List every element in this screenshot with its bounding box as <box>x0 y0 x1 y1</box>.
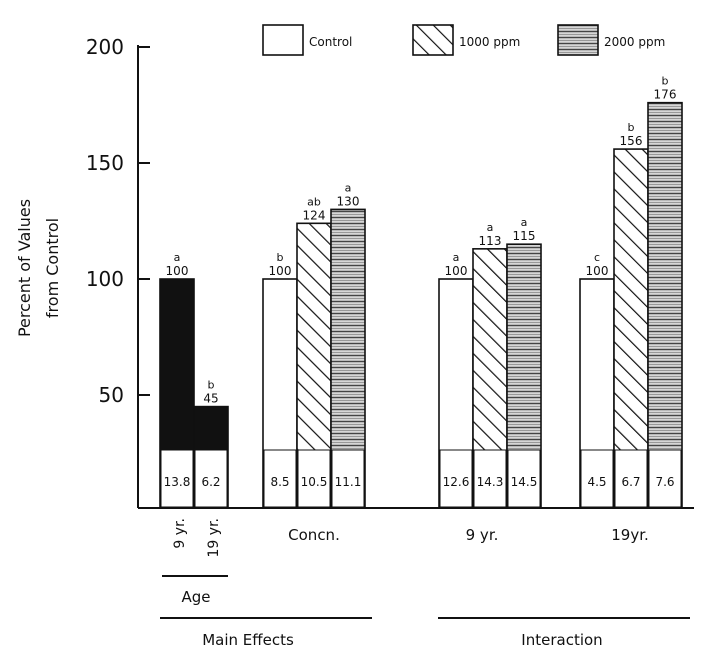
bar-19yr-ppm2000-2-inner-box <box>648 449 682 508</box>
y-tick-200: 200 <box>86 35 124 59</box>
bar-concn-control-0-value-label: 100 <box>269 264 292 278</box>
age-sublabel-19yr: 19 yr. <box>206 518 222 557</box>
bar-9yr-ppm1000-1-value-label: 113 <box>479 234 502 248</box>
bar-9yr-ppm2000-2-letter: a <box>521 216 528 229</box>
bars: 13.8100a6.245b8.5100b10.5124ab11.1130a12… <box>159 75 683 509</box>
legend-swatch-control <box>262 24 304 56</box>
bar-age-age-0-value-label: 100 <box>166 264 189 278</box>
bar-concn-control-0-letter: b <box>277 251 284 264</box>
bar-concn-ppm1000-1-letter: ab <box>307 195 321 208</box>
bar-9yr-ppm1000-1-inner-box <box>473 449 507 508</box>
bar-concn-control-0-inner-box <box>263 449 297 508</box>
bar-19yr-ppm1000-1 <box>613 148 649 509</box>
bar-19yr-ppm1000-1-value-label: 156 <box>620 134 643 148</box>
bar-age-age-1-inner-box <box>194 449 228 508</box>
legend-label-2000ppm: 2000 ppm <box>604 35 665 49</box>
bar-19yr-ppm2000-2-value-label: 176 <box>654 88 677 102</box>
bar-9yr-control-0-inner-label: 12.6 <box>443 475 470 489</box>
legend-swatch-1000ppm <box>412 24 454 56</box>
age-sublabel-9yr: 9 yr. <box>172 518 188 549</box>
bar-age-age-0-inner-box <box>160 449 194 508</box>
bar-concn-control-0-inner-label: 8.5 <box>270 475 289 489</box>
bar-19yr-control-0-inner-label: 4.5 <box>587 475 606 489</box>
group-label-concn: Concn. <box>288 526 340 544</box>
bar-9yr-ppm2000-2-inner-box <box>507 449 541 508</box>
bar-19yr-control-0-inner-box <box>580 449 614 508</box>
bar-concn-ppm1000-1-inner-label: 10.5 <box>301 475 328 489</box>
bar-19yr-control-0-letter: c <box>594 251 600 264</box>
bar-9yr-control-0-value-label: 100 <box>445 264 468 278</box>
bar-19yr-ppm1000-1-letter: b <box>628 121 635 134</box>
legend: Control 1000 ppm 2000 ppm <box>262 24 665 56</box>
group-label-19yr: 19yr. <box>611 526 649 544</box>
bar-9yr-control-0-letter: a <box>453 251 460 264</box>
bar-age-age-0-letter: a <box>174 251 181 264</box>
bar-concn-ppm1000-1-value-label: 124 <box>303 208 326 222</box>
bar-19yr-ppm2000-2 <box>647 101 683 509</box>
bar-9yr-ppm2000-2-value-label: 115 <box>513 229 536 243</box>
bar-concn-ppm2000-2-inner-box <box>331 449 365 508</box>
y-tick-150: 150 <box>86 151 124 175</box>
bar-19yr-ppm1000-1-inner-label: 6.7 <box>621 475 640 489</box>
bar-concn-ppm2000-2-value-label: 130 <box>337 194 360 208</box>
bar-age-age-0-inner-label: 13.8 <box>164 475 191 489</box>
bar-age-age-1-letter: b <box>208 379 215 392</box>
group-label-9yr: 9 yr. <box>466 526 499 544</box>
main-effects-label: Main Effects <box>202 631 294 649</box>
bar-concn-ppm2000-2-letter: a <box>345 181 352 194</box>
bar-9yr-ppm2000-2-inner-label: 14.5 <box>511 475 538 489</box>
interaction-label: Interaction <box>521 631 602 649</box>
bar-9yr-ppm1000-1-letter: a <box>487 221 494 234</box>
bar-19yr-ppm2000-2-letter: b <box>662 75 669 88</box>
bar-19yr-control-0-value-label: 100 <box>586 264 609 278</box>
bar-19yr-ppm2000-2-inner-label: 7.6 <box>655 475 674 489</box>
bar-age-age-1-value-label: 45 <box>203 392 218 406</box>
bar-9yr-ppm1000-1-inner-label: 14.3 <box>477 475 504 489</box>
bar-age-age-1-inner-label: 6.2 <box>201 475 220 489</box>
bar-concn-ppm2000-2-inner-label: 11.1 <box>335 475 362 489</box>
age-label: Age <box>181 588 210 606</box>
legend-label-1000ppm: 1000 ppm <box>459 35 520 49</box>
bar-19yr-ppm1000-1-inner-box <box>614 449 648 508</box>
y-tick-50: 50 <box>99 383 124 407</box>
bar-concn-ppm1000-1-inner-box <box>297 449 331 508</box>
legend-swatch-2000ppm <box>557 24 599 56</box>
y-tick-100: 100 <box>86 267 124 291</box>
y-axis-label-line1: Percent of Values <box>15 199 34 337</box>
bar-9yr-control-0-inner-box <box>439 449 473 508</box>
y-axis-label-line2: from Control <box>43 218 62 318</box>
legend-label-control: Control <box>309 35 352 49</box>
